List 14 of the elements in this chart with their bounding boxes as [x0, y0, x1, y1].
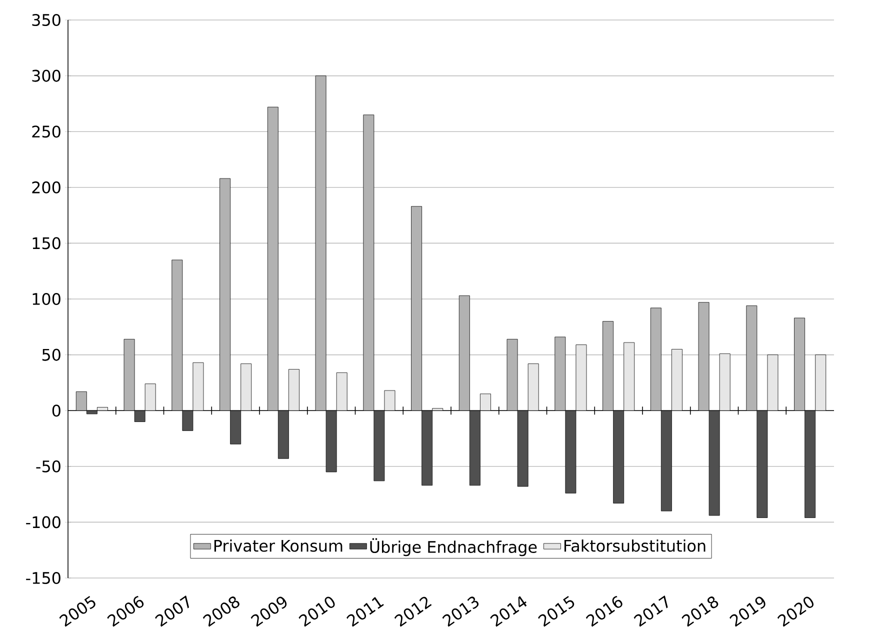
y-tick-label: -100: [26, 516, 60, 528]
legend-label: Privater Konsum: [214, 539, 342, 552]
y-tick-label: 350: [32, 14, 60, 26]
y-tick-label: 300: [32, 70, 60, 82]
y-tick-label: 250: [32, 126, 60, 138]
y-tick-label: 50: [42, 348, 60, 361]
y-tick-label: -50: [36, 460, 60, 472]
legend-label: Faktorsubstitution: [564, 539, 706, 552]
y-tick-label: -150: [26, 572, 60, 584]
y-tick-label: 100: [32, 292, 60, 306]
y-tick-label: 0: [52, 404, 60, 417]
legend-label: Übrige Endnachfrage: [370, 538, 537, 556]
y-tick-label: 150: [32, 237, 60, 250]
y-tick-label: 200: [32, 181, 60, 194]
